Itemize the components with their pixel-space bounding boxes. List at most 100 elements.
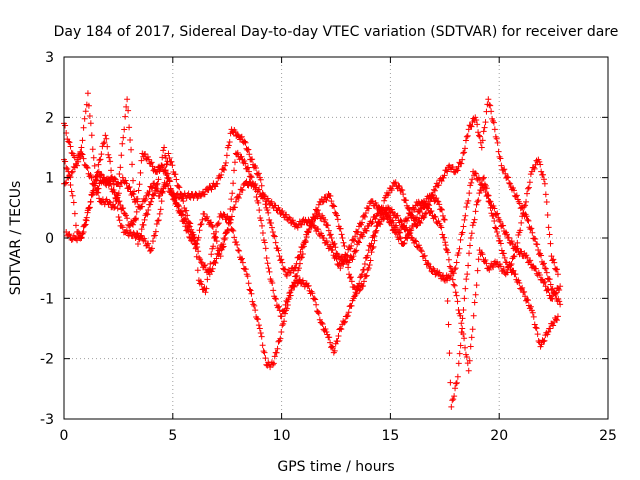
data-point: [119, 140, 126, 147]
data-point: [355, 283, 362, 290]
data-point: [397, 229, 404, 236]
data-point: [341, 319, 348, 326]
data-point: [524, 297, 531, 304]
data-point: [523, 252, 530, 259]
data-point: [351, 237, 358, 244]
data-point: [557, 301, 564, 308]
data-point: [548, 253, 555, 260]
data-point: [438, 205, 445, 212]
data-point: [120, 205, 127, 212]
data-point: [105, 151, 112, 158]
data-point: [535, 247, 542, 254]
data-point: [401, 222, 408, 229]
data-point: [244, 273, 251, 280]
data-point: [421, 214, 428, 221]
data-point: [70, 163, 77, 170]
data-point: [137, 169, 144, 176]
data-point: [475, 197, 482, 204]
data-point: [326, 334, 333, 341]
data-point: [471, 216, 478, 223]
data-point: [492, 224, 499, 231]
data-point: [519, 284, 526, 291]
data-point: [504, 173, 511, 180]
data-point: [476, 133, 483, 140]
data-point: [136, 236, 143, 243]
data-point: [289, 217, 296, 224]
data-point: [163, 161, 170, 168]
data-point: [145, 207, 152, 214]
data-point: [277, 335, 284, 342]
data-point: [390, 219, 397, 226]
y-tick-label: -1: [40, 291, 54, 307]
data-point: [88, 174, 95, 181]
data-point: [419, 199, 426, 206]
data-point: [328, 343, 335, 350]
data-point: [79, 137, 86, 144]
data-point: [420, 214, 427, 221]
data-point: [532, 324, 539, 331]
data-point: [234, 149, 241, 156]
data-point: [110, 181, 117, 188]
data-point: [524, 216, 531, 223]
data-point: [370, 232, 377, 239]
data-point: [516, 200, 523, 207]
data-point: [183, 207, 190, 214]
data-point: [279, 322, 286, 329]
data-point: [356, 239, 363, 246]
data-point: [208, 222, 215, 229]
data-point: [408, 227, 415, 234]
data-point: [241, 138, 248, 145]
data-point: [540, 338, 547, 345]
data-point: [231, 159, 238, 166]
data-point: [357, 274, 364, 281]
data-point: [239, 259, 246, 266]
data-point: [338, 254, 345, 261]
data-point: [272, 239, 279, 246]
data-point: [221, 166, 228, 173]
data-point: [160, 147, 167, 154]
data-point: [494, 210, 501, 217]
data-point: [90, 154, 97, 161]
data-point: [184, 212, 191, 219]
data-point: [222, 235, 229, 241]
data-point: [548, 295, 555, 302]
data-point: [544, 211, 551, 218]
data-point: [503, 259, 510, 266]
data-point: [410, 223, 417, 230]
data-point: [129, 220, 136, 227]
data-point: [255, 322, 262, 329]
data-point: [191, 234, 198, 241]
data-point: [213, 255, 220, 262]
data-point: [236, 191, 243, 198]
data-point: [168, 158, 175, 165]
data-point: [257, 176, 264, 183]
data-point: [335, 333, 342, 340]
data-point: [512, 246, 519, 253]
data-point: [344, 312, 351, 319]
data-point: [314, 309, 321, 316]
data-point: [454, 373, 461, 380]
data-point: [208, 186, 215, 193]
data-point: [506, 179, 513, 186]
axis-ticks: [63, 56, 609, 420]
data-point: [485, 198, 492, 205]
data-point: [510, 267, 517, 274]
data-point: [385, 205, 392, 212]
data-point: [456, 245, 463, 252]
data-point: [274, 345, 281, 352]
data-point: [62, 158, 69, 165]
data-point: [269, 280, 276, 287]
data-point: [463, 133, 470, 140]
data-point: [435, 218, 442, 225]
data-point: [401, 240, 408, 247]
data-point: [549, 285, 556, 292]
data-point: [470, 219, 477, 226]
data-point: [490, 119, 497, 126]
data-point: [144, 211, 151, 218]
data-point: [449, 276, 456, 283]
data-point: [156, 168, 163, 174]
data-point: [527, 303, 534, 310]
data-point: [339, 235, 346, 241]
data-point: [487, 204, 494, 211]
data-point: [544, 331, 551, 338]
